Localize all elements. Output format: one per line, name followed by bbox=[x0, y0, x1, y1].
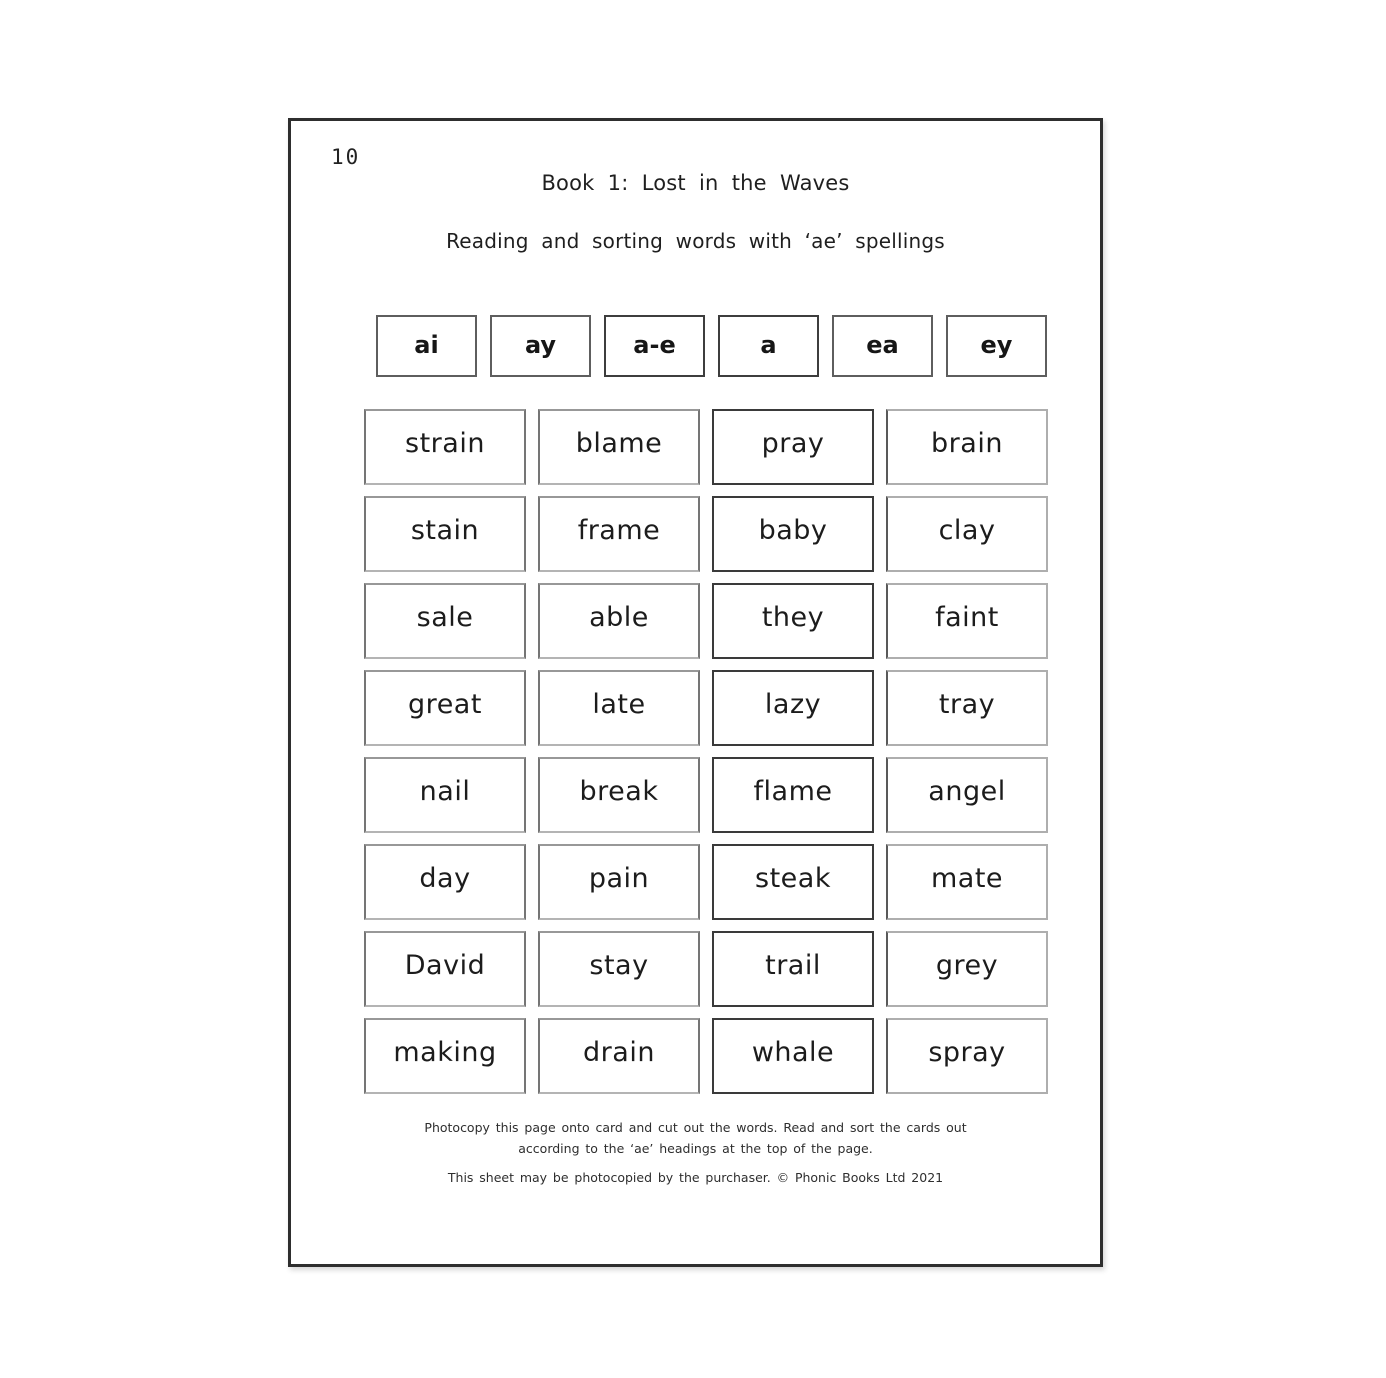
word-card: late bbox=[538, 670, 700, 746]
word-card: lazy bbox=[712, 670, 874, 746]
spelling-header-ey: ey bbox=[946, 315, 1047, 377]
footer-instructions: Photocopy this page onto card and cut ou… bbox=[291, 1118, 1100, 1159]
word-card: nail bbox=[364, 757, 526, 833]
instruction-line-1: Photocopy this page onto card and cut ou… bbox=[424, 1120, 967, 1135]
word-card: whale bbox=[712, 1018, 874, 1094]
spelling-header-a: a bbox=[718, 315, 819, 377]
word-card: break bbox=[538, 757, 700, 833]
word-card: flame bbox=[712, 757, 874, 833]
word-card: they bbox=[712, 583, 874, 659]
word-card: pain bbox=[538, 844, 700, 920]
copyright-line: This sheet may be photocopied by the pur… bbox=[447, 1170, 944, 1185]
word-card: blame bbox=[538, 409, 700, 485]
word-card: brain bbox=[886, 409, 1048, 485]
spelling-header-ea: ea bbox=[832, 315, 933, 377]
word-card: making bbox=[364, 1018, 526, 1094]
word-card: steak bbox=[712, 844, 874, 920]
book-title: Book 1: Lost in the Waves bbox=[541, 171, 850, 195]
word-card: stay bbox=[538, 931, 700, 1007]
word-card: mate bbox=[886, 844, 1048, 920]
word-card-grid: strain blame pray brain stain frame baby… bbox=[364, 409, 1048, 1094]
word-card: grey bbox=[886, 931, 1048, 1007]
word-card: able bbox=[538, 583, 700, 659]
word-card: frame bbox=[538, 496, 700, 572]
word-card: David bbox=[364, 931, 526, 1007]
word-card: angel bbox=[886, 757, 1048, 833]
spelling-header-a-e: a-e bbox=[604, 315, 705, 377]
word-card: day bbox=[364, 844, 526, 920]
word-card: drain bbox=[538, 1018, 700, 1094]
instruction-line-2: according to the ‘ae’ headings at the to… bbox=[518, 1140, 873, 1156]
word-card: great bbox=[364, 670, 526, 746]
word-card: pray bbox=[712, 409, 874, 485]
word-card: clay bbox=[886, 496, 1048, 572]
spelling-header-ay: ay bbox=[490, 315, 591, 377]
spelling-header-row: ai ay a-e a ea ey bbox=[376, 315, 1047, 377]
spelling-header-ai: ai bbox=[376, 315, 477, 377]
word-card: trail bbox=[712, 931, 874, 1007]
page-number: 10 bbox=[331, 145, 361, 169]
word-card: stain bbox=[364, 496, 526, 572]
word-card: spray bbox=[886, 1018, 1048, 1094]
word-card: sale bbox=[364, 583, 526, 659]
activity-subtitle: Reading and sorting words with ‘ae’ spel… bbox=[446, 229, 945, 253]
word-card: strain bbox=[364, 409, 526, 485]
worksheet-page: 10 Book 1: Lost in the Waves Reading and… bbox=[288, 118, 1103, 1267]
word-card: tray bbox=[886, 670, 1048, 746]
word-card: baby bbox=[712, 496, 874, 572]
word-card: faint bbox=[886, 583, 1048, 659]
